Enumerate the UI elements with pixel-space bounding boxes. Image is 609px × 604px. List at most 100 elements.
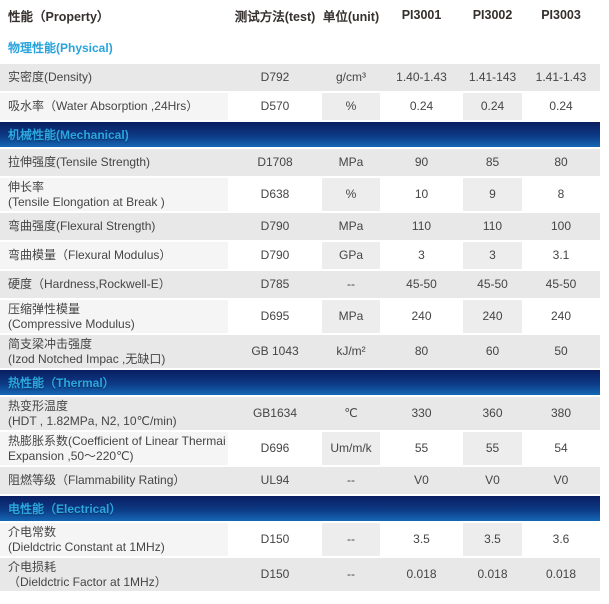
table-row: 弯曲模量（Flexural Modulus） D790 GPa 3 3 3.1 (0, 242, 600, 269)
property-cell: 介电损耗 （Dieldctric Factor at 1MHz） (0, 558, 228, 591)
pi3002-value-cell: V0 (463, 467, 522, 494)
unit-cell: -- (322, 467, 380, 494)
table-row: 伸长率 (Tensile Elongation at Break ) D638 … (0, 178, 600, 211)
column-header-test-method: 测试方法(test) (234, 9, 316, 24)
property-cell: 压缩弹性模量 (Compressive Modulus) (0, 300, 228, 333)
unit-cell: MPa (322, 149, 380, 176)
table-row: 压缩弹性模量 (Compressive Modulus) D695 MPa 24… (0, 300, 600, 333)
section-header: 电性能（Electrical） (0, 496, 600, 521)
test-method-cell: D570 (228, 93, 322, 120)
table-row: 热膨胀系数(Coefficient of Linear Thermai Expa… (0, 432, 600, 465)
pi3003-value-cell: 0.018 (522, 558, 600, 591)
property-cell: 硬度（Hardness,Rockwell-E） (0, 271, 228, 298)
test-method-cell: D695 (228, 300, 322, 333)
column-header-pi3003: PI3003 (541, 8, 581, 22)
property-cell: 简支梁冲击强度 (Izod Notched Impac ,无缺口) (0, 335, 228, 368)
pi3003-value-cell: 3.6 (522, 523, 600, 556)
property-cell: 弯曲强度(Flexural Strength) (0, 213, 228, 240)
pi3003-value-cell: 8 (522, 178, 600, 211)
pi3002-value-cell: 360 (463, 397, 522, 430)
pi3001-value-cell: 80 (380, 335, 463, 368)
pi3003-value-cell: 240 (522, 300, 600, 333)
column-header-unit: 单位(unit) (322, 9, 380, 24)
pi3002-value-cell: 60 (463, 335, 522, 368)
column-header-pi3002: PI3002 (472, 8, 513, 22)
unit-cell: Um/m/k (322, 432, 380, 465)
unit-cell: GPa (322, 242, 380, 269)
pi3002-value-cell: 9 (463, 178, 522, 211)
pi3002-value-cell: 240 (463, 300, 522, 333)
test-method-cell: D696 (228, 432, 322, 465)
property-cell: 阻燃等级（Flammability Rating） (0, 467, 228, 494)
unit-cell: MPa (322, 213, 380, 240)
property-cell: 弯曲模量（Flexural Modulus） (0, 242, 228, 269)
pi3001-value-cell: 1.40-1.43 (380, 64, 463, 91)
property-cell: 吸水率（Water Absorption ,24Hrs） (0, 93, 228, 120)
unit-cell: -- (322, 558, 380, 591)
unit-cell: g/cm³ (322, 64, 380, 91)
unit-cell: % (322, 178, 380, 211)
table-row: 热变形温度 (HDT , 1.82MPa, N2, 10℃/min) GB163… (0, 397, 600, 430)
pi3003-value-cell: 100 (522, 213, 600, 240)
column-header-property: 性能（Property） (8, 9, 110, 24)
section-header: 机械性能(Mechanical) (0, 122, 600, 147)
pi3002-value-cell: 55 (463, 432, 522, 465)
pi3003-value-cell: 1.41-1.43 (522, 64, 600, 91)
test-method-cell: D638 (228, 178, 322, 211)
property-cell: 伸长率 (Tensile Elongation at Break ) (0, 178, 228, 211)
table-row: 介电损耗 （Dieldctric Factor at 1MHz） D150 --… (0, 558, 600, 591)
pi3001-value-cell: 240 (380, 300, 463, 333)
test-method-cell: D150 (228, 558, 322, 591)
table-row: 弯曲强度(Flexural Strength) D790 MPa 110 110… (0, 213, 600, 240)
unit-cell: kJ/m² (322, 335, 380, 368)
pi3002-value-cell: 0.018 (463, 558, 522, 591)
test-method-cell: D792 (228, 64, 322, 91)
pi3001-value-cell: 0.018 (380, 558, 463, 591)
pi3003-value-cell: 50 (522, 335, 600, 368)
table-header-row: 性能（Property） 测试方法(test) 单位(unit) PI3001 … (0, 0, 600, 30)
unit-cell: -- (322, 523, 380, 556)
pi3002-value-cell: 0.24 (463, 93, 522, 120)
table-row: 拉伸强度(Tensile Strength) D1708 MPa 90 85 8… (0, 149, 600, 176)
pi3002-value-cell: 110 (463, 213, 522, 240)
pi3002-value-cell: 1.41-143 (463, 64, 522, 91)
property-cell: 实密度(Density) (0, 64, 228, 91)
test-method-cell: D790 (228, 242, 322, 269)
pi3001-value-cell: 10 (380, 178, 463, 211)
unit-cell: ℃ (322, 397, 380, 430)
property-cell: 介电常数 (Dieldctric Constant at 1MHz) (0, 523, 228, 556)
test-method-cell: GB 1043 (228, 335, 322, 368)
pi3003-value-cell: 54 (522, 432, 600, 465)
property-cell: 热膨胀系数(Coefficient of Linear Thermai Expa… (0, 432, 228, 465)
property-cell: 拉伸强度(Tensile Strength) (0, 149, 228, 176)
table-row: 介电常数 (Dieldctric Constant at 1MHz) D150 … (0, 523, 600, 556)
table-body: 物理性能(Physical) 实密度(Density) D792 g/cm³ 1… (0, 32, 600, 591)
pi3003-value-cell: 3.1 (522, 242, 600, 269)
pi3001-value-cell: 3 (380, 242, 463, 269)
test-method-cell: D150 (228, 523, 322, 556)
test-method-cell: D790 (228, 213, 322, 240)
pi3003-value-cell: 80 (522, 149, 600, 176)
properties-table: 性能（Property） 测试方法(test) 单位(unit) PI3001 … (0, 0, 600, 591)
test-method-cell: GB1634 (228, 397, 322, 430)
unit-cell: MPa (322, 300, 380, 333)
pi3002-value-cell: 85 (463, 149, 522, 176)
unit-cell: -- (322, 271, 380, 298)
pi3003-value-cell: 0.24 (522, 93, 600, 120)
section-header: 物理性能(Physical) (0, 32, 600, 62)
table-row: 实密度(Density) D792 g/cm³ 1.40-1.43 1.41-1… (0, 64, 600, 91)
pi3003-value-cell: V0 (522, 467, 600, 494)
pi3003-value-cell: 380 (522, 397, 600, 430)
pi3001-value-cell: 45-50 (380, 271, 463, 298)
unit-cell: % (322, 93, 380, 120)
pi3001-value-cell: 55 (380, 432, 463, 465)
table-row: 硬度（Hardness,Rockwell-E） D785 -- 45-50 45… (0, 271, 600, 298)
section-header: 热性能（Thermal） (0, 370, 600, 395)
pi3002-value-cell: 3 (463, 242, 522, 269)
table-row: 吸水率（Water Absorption ,24Hrs） D570 % 0.24… (0, 93, 600, 120)
pi3001-value-cell: 0.24 (380, 93, 463, 120)
pi3001-value-cell: 330 (380, 397, 463, 430)
pi3002-value-cell: 45-50 (463, 271, 522, 298)
pi3001-value-cell: 110 (380, 213, 463, 240)
